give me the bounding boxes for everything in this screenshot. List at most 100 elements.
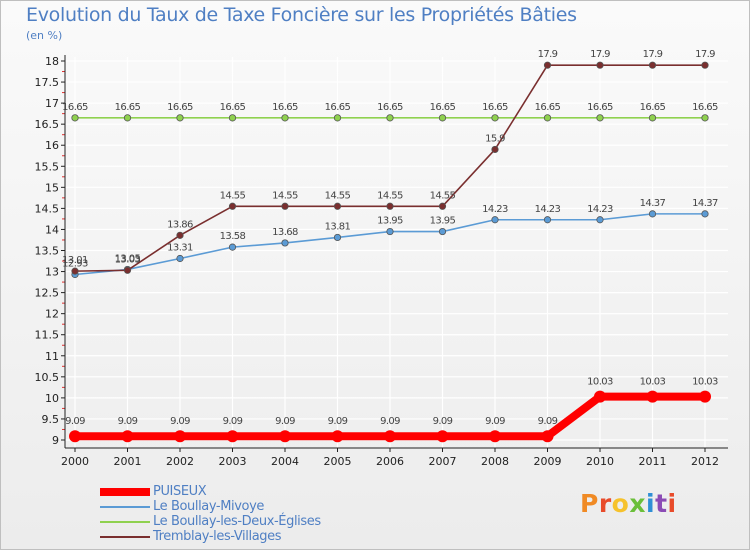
data-point-le-boullay-les-deux-eglises <box>281 114 289 122</box>
data-point-puiseux <box>279 430 291 443</box>
logo-letter: i <box>646 489 656 518</box>
data-point-puiseux <box>331 430 344 443</box>
y-unit-label: (en %) <box>26 29 63 42</box>
legend-label: Tremblay-les-Villages <box>153 529 282 544</box>
legend-label: Le Boullay-les-Deux-Églises <box>153 514 321 529</box>
data-label-le-boullay-mivoye: 14.23 <box>535 204 561 215</box>
data-point-puiseux <box>699 390 711 403</box>
data-point-le-boullay-mivoye <box>543 216 552 224</box>
data-label-le-boullay-les-deux-eglises: 16.65 <box>430 102 456 113</box>
data-point-le-boullay-mivoye <box>386 227 394 236</box>
x-tick-label: 2001 <box>114 455 142 468</box>
data-point-le-boullay-mivoye <box>228 243 237 251</box>
legend-item: PUISEUX <box>100 484 321 499</box>
data-label-le-boullay-mivoye: 14.37 <box>692 198 718 209</box>
x-tick-label: 2003 <box>219 455 247 468</box>
logo-letter: r <box>598 489 612 518</box>
data-label-puiseux: 9.09 <box>485 416 505 427</box>
data-label-le-boullay-les-deux-eglises: 16.65 <box>167 102 193 113</box>
data-label-le-boullay-les-deux-eglises: 16.65 <box>535 102 561 113</box>
legend-item: Tremblay-les-Villages <box>100 529 321 544</box>
x-tick-label: 2006 <box>376 455 404 468</box>
data-point-le-boullay-mivoye <box>491 216 499 224</box>
proxiti-logo: Proxiti <box>580 489 677 518</box>
data-point-tremblay-les-villages <box>386 202 394 210</box>
data-label-tremblay-les-villages: 14.55 <box>325 190 351 201</box>
data-point-le-boullay-les-deux-eglises <box>491 114 499 122</box>
data-label-tremblay-les-villages: 17.9 <box>538 49 558 60</box>
data-point-puiseux <box>436 430 449 443</box>
data-label-tremblay-les-villages: 14.55 <box>430 190 456 201</box>
data-point-le-boullay-mivoye <box>176 254 184 263</box>
data-point-tremblay-les-villages <box>71 267 79 275</box>
data-point-le-boullay-les-deux-eglises <box>648 114 657 122</box>
x-tick-label: 2009 <box>534 455 562 468</box>
data-label-puiseux: 10.03 <box>640 377 666 388</box>
y-tick-label: 11 <box>45 350 59 363</box>
data-label-le-boullay-mivoye: 13.95 <box>377 216 403 227</box>
y-tick-label: 13 <box>45 266 59 279</box>
data-point-puiseux <box>121 430 134 443</box>
data-point-le-boullay-mivoye <box>701 210 709 218</box>
data-point-tremblay-les-villages <box>281 202 289 210</box>
data-point-le-boullay-mivoye <box>333 233 342 242</box>
data-point-le-boullay-les-deux-eglises <box>333 114 342 122</box>
data-label-le-boullay-mivoye: 14.37 <box>640 198 666 209</box>
legend-item: Le Boullay-Mivoye <box>100 499 321 514</box>
data-point-tremblay-les-villages <box>701 61 709 69</box>
y-tick-label: 10.5 <box>35 371 60 384</box>
data-label-le-boullay-les-deux-eglises: 16.65 <box>640 102 666 113</box>
data-point-tremblay-les-villages <box>648 61 657 69</box>
y-tick-label: 18 <box>45 55 59 68</box>
data-label-puiseux: 9.09 <box>223 416 243 427</box>
data-point-le-boullay-les-deux-eglises <box>596 114 604 122</box>
data-label-le-boullay-mivoye: 13.68 <box>272 227 298 238</box>
data-point-tremblay-les-villages <box>228 202 237 210</box>
data-point-le-boullay-les-deux-eglises <box>438 114 447 122</box>
data-label-puiseux: 9.09 <box>328 416 348 427</box>
data-label-puiseux: 10.03 <box>587 377 613 388</box>
logo-letter: P <box>580 489 599 518</box>
data-label-puiseux: 9.09 <box>65 416 85 427</box>
data-label-tremblay-les-villages: 13.01 <box>62 255 88 266</box>
data-label-tremblay-les-villages: 17.9 <box>590 49 610 60</box>
x-tick-label: 2008 <box>481 455 509 468</box>
y-tick-label: 16.5 <box>35 118 60 131</box>
data-label-le-boullay-mivoye: 12.93 <box>62 259 88 270</box>
legend-swatch <box>100 505 150 508</box>
data-point-puiseux <box>594 390 606 403</box>
legend-label: Le Boullay-Mivoye <box>153 499 264 514</box>
legend-item: Le Boullay-les-Deux-Églises <box>100 514 321 529</box>
data-label-le-boullay-les-deux-eglises: 16.65 <box>587 102 613 113</box>
data-point-puiseux <box>541 430 554 443</box>
y-tick-label: 16 <box>45 139 59 152</box>
logo-letter: i <box>667 489 677 518</box>
data-point-le-boullay-mivoye <box>438 227 447 236</box>
data-label-tremblay-les-villages: 13.03 <box>115 254 141 265</box>
data-label-le-boullay-les-deux-eglises: 16.65 <box>272 102 298 113</box>
data-point-puiseux <box>384 430 396 443</box>
x-tick-label: 2007 <box>429 455 457 468</box>
data-label-le-boullay-mivoye: 13.31 <box>167 243 193 254</box>
data-label-le-boullay-les-deux-eglises: 16.65 <box>62 102 88 113</box>
data-point-le-boullay-les-deux-eglises <box>176 114 184 122</box>
data-point-tremblay-les-villages <box>333 202 342 210</box>
data-point-le-boullay-mivoye <box>281 239 289 247</box>
data-point-le-boullay-les-deux-eglises <box>123 114 132 122</box>
y-tick-label: 17.5 <box>35 76 60 89</box>
data-label-le-boullay-les-deux-eglises: 16.65 <box>482 102 508 113</box>
data-point-le-boullay-mivoye <box>596 216 604 224</box>
legend-label: PUISEUX <box>153 484 207 499</box>
data-point-tremblay-les-villages <box>438 202 447 210</box>
x-tick-label: 2011 <box>639 455 667 468</box>
data-label-le-boullay-les-deux-eglises: 16.65 <box>115 102 141 113</box>
data-label-le-boullay-mivoye: 13.05 <box>115 253 141 264</box>
data-point-le-boullay-les-deux-eglises <box>701 114 709 122</box>
data-label-tremblay-les-villages: 14.55 <box>272 190 298 201</box>
data-label-le-boullay-mivoye: 13.58 <box>220 231 246 242</box>
data-label-tremblay-les-villages: 17.9 <box>695 49 715 60</box>
data-point-le-boullay-les-deux-eglises <box>228 114 237 122</box>
legend-swatch <box>100 520 150 523</box>
